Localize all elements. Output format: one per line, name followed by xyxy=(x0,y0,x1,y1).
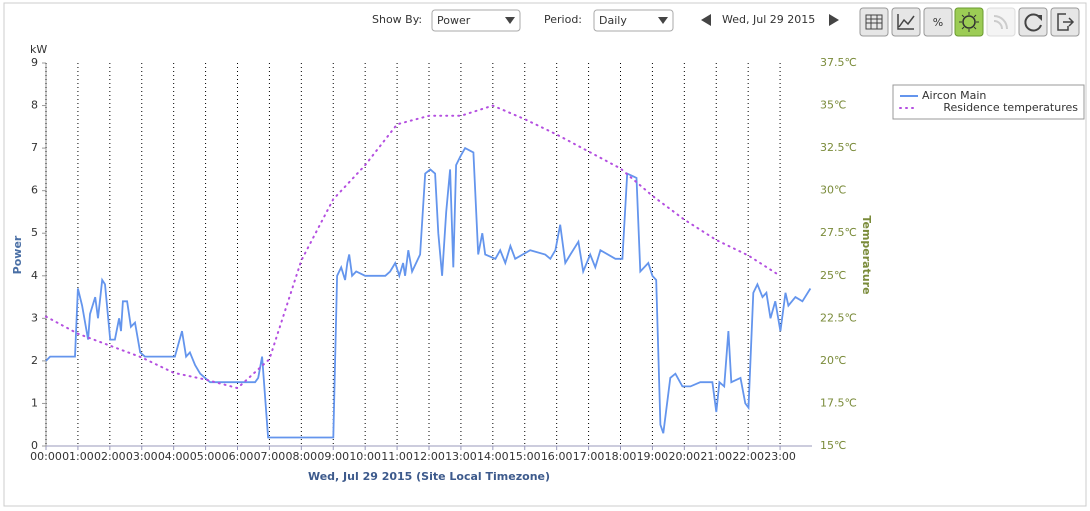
x-tick-label: 19:00 xyxy=(637,450,669,463)
y2-tick-label: 27.5℃ xyxy=(820,226,857,239)
y-tick-label: 0 xyxy=(31,439,38,452)
show-by-label: Show By: xyxy=(372,13,422,26)
table-button[interactable] xyxy=(859,7,889,37)
icon xyxy=(1024,13,1042,32)
show-by-value[interactable]: Power xyxy=(437,14,471,27)
y-tick-label: 5 xyxy=(31,226,38,239)
series-line xyxy=(45,104,782,390)
x-tick-label: 13:00 xyxy=(445,450,477,463)
x-tick-label: 21:00 xyxy=(700,450,732,463)
y-tick-label: 9 xyxy=(31,56,38,69)
period-select[interactable] xyxy=(593,9,674,32)
y2-axis-title: Temperature xyxy=(860,215,873,294)
x-tick-label: 08:00 xyxy=(285,450,317,463)
date-label: Wed, Jul 29 2015 xyxy=(722,13,815,26)
y-tick-label: 1 xyxy=(31,396,38,409)
y2-tick-label: 25℃ xyxy=(820,269,846,282)
y2-tick-label: 30℃ xyxy=(820,184,846,197)
x-tick-label: 11:00 xyxy=(381,450,413,463)
x-tick-label: 03:00 xyxy=(126,450,158,463)
y-tick-label: 2 xyxy=(31,354,38,367)
x-tick-label: 10:00 xyxy=(349,450,381,463)
x-tick-label: 16:00 xyxy=(541,450,573,463)
y-unit: kW xyxy=(30,43,47,56)
icon xyxy=(897,14,915,30)
x-tick-label: 02:00 xyxy=(94,450,126,463)
period-label: Period: xyxy=(544,13,582,26)
x-tick-label: 06:00 xyxy=(222,450,254,463)
y2-tick-label: 15℃ xyxy=(820,439,846,452)
y2-tick-label: 20℃ xyxy=(820,354,846,367)
x-tick-label: 12:00 xyxy=(413,450,445,463)
previous-date[interactable] xyxy=(701,14,711,26)
x-tick-label: 17:00 xyxy=(573,450,605,463)
refresh-button[interactable] xyxy=(1018,7,1048,37)
legend-label: Residence temperatures xyxy=(943,101,1078,114)
chart: kW Power Temperature Wed, Jul 29 2015 (S… xyxy=(11,43,1085,483)
icon xyxy=(865,14,883,30)
dropdown-arrow xyxy=(658,17,668,24)
icon xyxy=(1057,13,1075,31)
x-tick-label: 01:00 xyxy=(62,450,94,463)
x-tick-label: 18:00 xyxy=(605,450,637,463)
x-tick-label: 14:00 xyxy=(477,450,509,463)
y-tick-label: 6 xyxy=(31,184,38,197)
icon xyxy=(1036,15,1042,21)
y-axis-title: Power xyxy=(11,235,24,274)
x-tick-label: 23:00 xyxy=(764,450,796,463)
toolbar-buttons: % xyxy=(859,7,1080,37)
percent-button[interactable] xyxy=(923,7,953,37)
y2-tick-label: 35℃ xyxy=(820,99,846,112)
x-tick-label: 04:00 xyxy=(158,450,190,463)
icon xyxy=(962,15,976,29)
x-tick-label: 22:00 xyxy=(732,450,764,463)
series-line xyxy=(45,146,812,439)
feed-button[interactable] xyxy=(986,7,1016,37)
icon xyxy=(993,15,1008,30)
x-tick-label: 20:00 xyxy=(668,450,700,463)
y2-tick-label: 32.5℃ xyxy=(820,141,857,154)
show-by-select[interactable] xyxy=(431,9,521,32)
y2-tick-label: 22.5℃ xyxy=(820,311,857,324)
icon xyxy=(866,15,882,29)
y-tick-label: 7 xyxy=(31,141,38,154)
y2-tick-label: 37.5℃ xyxy=(820,56,857,69)
y2-tick-label: 17.5℃ xyxy=(820,396,857,409)
next-date[interactable] xyxy=(829,14,839,26)
x-tick-label: 15:00 xyxy=(509,450,541,463)
dropdown-arrow xyxy=(505,17,515,24)
y-tick-label: 3 xyxy=(31,311,38,324)
x-tick-label: 09:00 xyxy=(317,450,349,463)
x-axis-title: Wed, Jul 29 2015 (Site Local Timezone) xyxy=(308,470,550,483)
legend-label: Aircon Main xyxy=(922,89,986,102)
y-tick-label: 8 xyxy=(31,99,38,112)
icon xyxy=(959,12,979,32)
y-tick-label: 4 xyxy=(31,269,38,282)
legend xyxy=(892,84,1085,120)
icon: % xyxy=(933,16,943,29)
period-value[interactable]: Daily xyxy=(599,14,627,27)
x-tick-label: 05:00 xyxy=(190,450,222,463)
x-tick-label: 07:00 xyxy=(254,450,286,463)
x-tick-label: 00:00 xyxy=(30,450,62,463)
